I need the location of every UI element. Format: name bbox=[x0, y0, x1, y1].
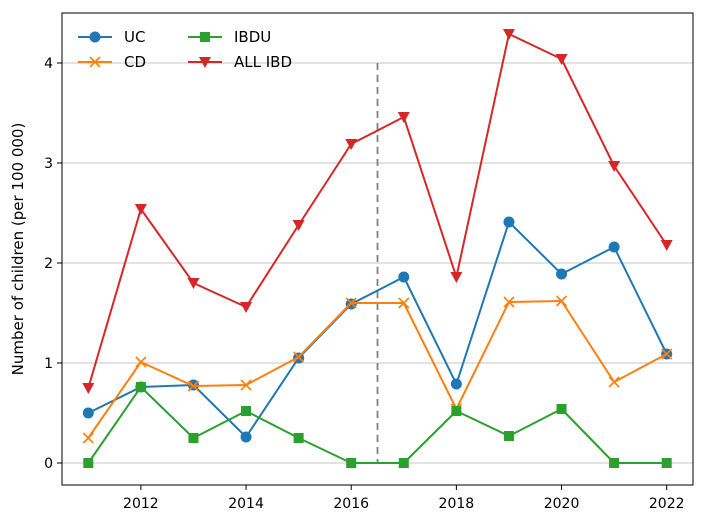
legend: UC CD IBDU ALL IBD bbox=[78, 28, 292, 71]
data-point-all-ibd-2016 bbox=[345, 139, 358, 150]
data-point-all-ibd-2011 bbox=[82, 383, 95, 394]
data-point-cd-2019 bbox=[503, 296, 515, 308]
legend-item-uc: UC bbox=[78, 28, 145, 46]
series-ibdu bbox=[83, 382, 672, 468]
legend-item-cd: CD bbox=[78, 53, 146, 71]
x-marker-stroke bbox=[503, 296, 515, 308]
data-point-all-ibd-2014 bbox=[240, 302, 253, 313]
x-marker-stroke bbox=[555, 295, 568, 307]
data-point-ibdu-2013 bbox=[188, 433, 199, 443]
data-point-all-ibd-2017 bbox=[397, 112, 410, 123]
y-axis-ticks: 0 1 2 3 4 bbox=[44, 56, 62, 472]
x-marker-stroke bbox=[608, 376, 620, 388]
data-point-ibdu-2019 bbox=[503, 431, 514, 441]
series-line-all-ibd bbox=[87, 33, 668, 389]
y-tick-label: 4 bbox=[44, 56, 53, 72]
data-point-all-ibd-2018 bbox=[450, 272, 463, 283]
data-point-ibdu-2018 bbox=[451, 406, 462, 416]
x-marker-stroke bbox=[187, 380, 200, 392]
data-point-all-ibd-2013 bbox=[187, 278, 200, 289]
data-point-all-ibd-2019 bbox=[502, 29, 515, 40]
legend-marker bbox=[200, 32, 210, 42]
x-axis-ticks: 2012 2014 2016 2018 2020 2022 bbox=[123, 485, 685, 512]
data-point-ibdu-2011 bbox=[83, 458, 94, 468]
legend-label: CD bbox=[124, 53, 146, 71]
series-cd bbox=[82, 295, 673, 444]
x-marker-stroke bbox=[89, 56, 101, 68]
x-marker-stroke bbox=[240, 379, 252, 391]
data-point-ibdu-2017 bbox=[398, 458, 409, 468]
x-tick-label: 2012 bbox=[123, 496, 159, 512]
data-point-cd-2016 bbox=[345, 297, 357, 309]
data-point-uc-2017 bbox=[398, 271, 410, 283]
data-point-ibdu-2016 bbox=[346, 458, 357, 468]
data-point-all-ibd-2021 bbox=[608, 161, 621, 172]
data-point-ibdu-2012 bbox=[135, 382, 146, 392]
data-point-all-ibd-2022 bbox=[660, 240, 673, 251]
data-point-cd-2014 bbox=[240, 379, 252, 391]
x-tick-label: 2016 bbox=[333, 496, 369, 512]
x-marker-stroke bbox=[135, 356, 147, 368]
data-point-uc-2018 bbox=[450, 378, 462, 390]
y-tick-label: 0 bbox=[44, 456, 53, 472]
legend-item-ibdu: IBDU bbox=[188, 28, 271, 46]
data-point-uc-2021 bbox=[608, 241, 620, 253]
series-line-cd bbox=[87, 300, 668, 439]
x-marker-stroke bbox=[661, 348, 673, 360]
data-point-cd-2013 bbox=[187, 380, 200, 392]
legend-label: IBDU bbox=[234, 28, 271, 46]
x-tick-label: 2014 bbox=[228, 496, 264, 512]
data-point-ibdu-2015 bbox=[293, 433, 304, 443]
x-tick-label: 2022 bbox=[649, 496, 685, 512]
x-marker-stroke bbox=[82, 432, 94, 444]
y-tick-label: 1 bbox=[44, 356, 53, 372]
data-point-all-ibd-2012 bbox=[134, 204, 147, 215]
series-line-ibdu bbox=[87, 386, 667, 464]
legend-item-all-ibd: ALL IBD bbox=[188, 53, 292, 71]
data-point-cd-2017 bbox=[398, 297, 410, 309]
data-point-ibdu-2022 bbox=[661, 458, 672, 468]
data-point-uc-2020 bbox=[556, 268, 568, 280]
legend-marker bbox=[89, 56, 101, 68]
y-tick-label: 2 bbox=[44, 256, 53, 272]
legend-label: UC bbox=[124, 28, 145, 46]
x-marker-stroke bbox=[345, 297, 357, 309]
legend-marker bbox=[89, 31, 101, 43]
x-tick-label: 2018 bbox=[439, 496, 475, 512]
y-axis-label: Number of children (per 100 000) bbox=[9, 123, 27, 376]
data-point-uc-2019 bbox=[503, 216, 515, 228]
data-point-ibdu-2021 bbox=[609, 458, 620, 468]
data-point-uc-2011 bbox=[82, 407, 94, 419]
series-line-uc bbox=[87, 221, 668, 438]
data-point-cd-2021 bbox=[608, 376, 620, 388]
data-point-all-ibd-2020 bbox=[555, 54, 568, 65]
x-tick-label: 2020 bbox=[544, 496, 580, 512]
data-point-ibdu-2020 bbox=[556, 404, 567, 414]
data-point-cd-2015 bbox=[293, 351, 305, 363]
data-point-all-ibd-2015 bbox=[292, 220, 305, 231]
x-marker-stroke bbox=[293, 351, 305, 363]
data-point-cd-2012 bbox=[135, 356, 147, 368]
data-point-uc-2014 bbox=[240, 431, 252, 443]
data-point-cd-2011 bbox=[82, 432, 94, 444]
series-group bbox=[82, 29, 673, 468]
legend-label: ALL IBD bbox=[234, 53, 292, 71]
plot-frame bbox=[61, 12, 694, 486]
x-marker-stroke bbox=[398, 297, 410, 309]
legend-marker bbox=[199, 57, 211, 68]
data-point-cd-2022 bbox=[661, 348, 673, 360]
data-point-ibdu-2014 bbox=[241, 406, 252, 416]
series-all-ibd bbox=[82, 29, 673, 394]
y-tick-label: 3 bbox=[44, 156, 53, 172]
data-point-cd-2020 bbox=[555, 295, 568, 307]
